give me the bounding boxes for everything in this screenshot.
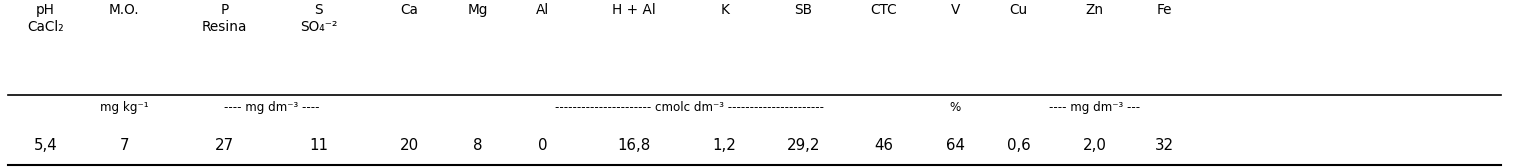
Text: K: K <box>720 3 729 17</box>
Text: 46: 46 <box>875 138 893 153</box>
Text: ---------------------- cmolᴄ dm⁻³ ----------------------: ---------------------- cmolᴄ dm⁻³ ------… <box>555 101 825 114</box>
Text: 2,0: 2,0 <box>1082 138 1107 153</box>
Text: H + Al: H + Al <box>612 3 655 17</box>
Text: 16,8: 16,8 <box>617 138 650 153</box>
Text: mg kg⁻¹: mg kg⁻¹ <box>100 101 149 114</box>
Text: 0,6: 0,6 <box>1007 138 1031 153</box>
Text: 32: 32 <box>1155 138 1173 153</box>
Text: 29,2: 29,2 <box>787 138 820 153</box>
Text: Mg: Mg <box>467 3 488 17</box>
Text: ---- mg dm⁻³ ----: ---- mg dm⁻³ ---- <box>224 101 318 114</box>
Text: CTC: CTC <box>870 3 897 17</box>
Text: Al: Al <box>537 3 549 17</box>
Text: Fe: Fe <box>1157 3 1172 17</box>
Text: 8: 8 <box>473 138 482 153</box>
Text: 20: 20 <box>400 138 418 153</box>
Text: 7: 7 <box>120 138 129 153</box>
Text: pH
CaCl₂: pH CaCl₂ <box>27 3 64 34</box>
Text: M.O.: M.O. <box>109 3 139 17</box>
Text: Cu: Cu <box>1010 3 1028 17</box>
Text: Zn: Zn <box>1085 3 1104 17</box>
Text: 5,4: 5,4 <box>33 138 58 153</box>
Text: 27: 27 <box>215 138 233 153</box>
Text: %: % <box>949 101 961 114</box>
Text: SB: SB <box>794 3 813 17</box>
Text: 1,2: 1,2 <box>713 138 737 153</box>
Text: 11: 11 <box>309 138 327 153</box>
Text: S
SO₄⁻²: S SO₄⁻² <box>300 3 337 34</box>
Text: 0: 0 <box>538 138 547 153</box>
Text: ---- mg dm⁻³ ---: ---- mg dm⁻³ --- <box>1049 101 1140 114</box>
Text: Ca: Ca <box>400 3 418 17</box>
Text: 64: 64 <box>946 138 964 153</box>
Text: P
Resina: P Resina <box>202 3 247 34</box>
Text: V: V <box>951 3 960 17</box>
